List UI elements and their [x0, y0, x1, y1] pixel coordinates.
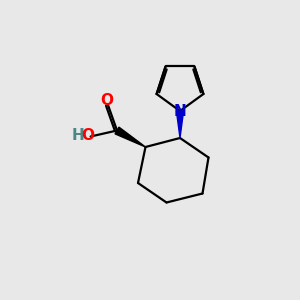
- Text: O: O: [81, 128, 94, 142]
- Text: H: H: [72, 128, 84, 142]
- Polygon shape: [115, 127, 146, 147]
- Text: O: O: [100, 93, 113, 108]
- Polygon shape: [176, 111, 184, 138]
- Text: N: N: [174, 104, 186, 119]
